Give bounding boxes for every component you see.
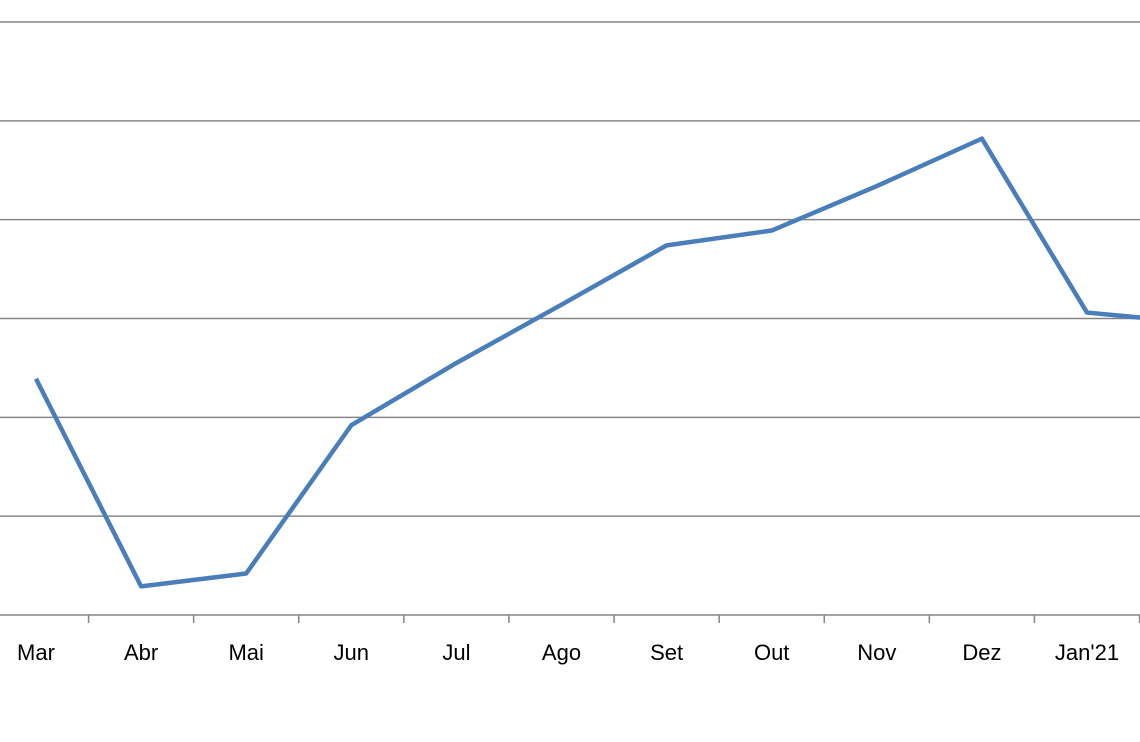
x-tick-label: Jun	[334, 640, 369, 665]
x-tick-label: Abr	[124, 640, 158, 665]
x-tick-label: Set	[650, 640, 683, 665]
x-tick-label: Out	[754, 640, 789, 665]
x-tick-label: Dez	[962, 640, 1001, 665]
series-line	[33, 136, 1140, 589]
x-tick-label: Jan'21	[1055, 640, 1119, 665]
x-tick-label: Mar	[17, 640, 55, 665]
x-tick-label: Mai	[228, 640, 263, 665]
x-tick-label: Ago	[542, 640, 581, 665]
x-tick-label: Jul	[442, 640, 470, 665]
x-tick-label: Nov	[857, 640, 896, 665]
